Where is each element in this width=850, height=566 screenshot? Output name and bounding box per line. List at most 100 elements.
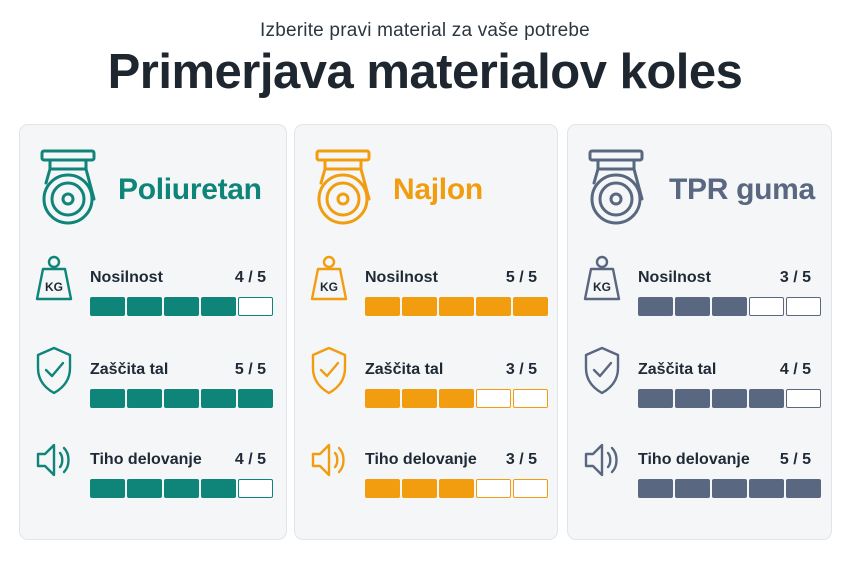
metric-score: 4 / 5 <box>779 361 811 378</box>
caster-wheel-icon <box>313 147 377 227</box>
rating-bar <box>365 297 548 317</box>
rating-segment-empty <box>476 389 511 408</box>
page-subtitle: Izberite pravi material za vaše potrebe <box>260 20 590 41</box>
metric-row: KG Nosilnost 5 / 5 <box>295 253 557 323</box>
rating-bar <box>365 479 548 499</box>
rating-segment-filled <box>164 297 199 316</box>
rating-bar <box>638 479 821 499</box>
rating-segment-filled <box>90 389 125 408</box>
rating-bar <box>638 389 821 409</box>
rating-segment-filled <box>402 297 437 316</box>
rating-segment-filled <box>712 297 747 316</box>
material-name: Najlon <box>393 173 483 206</box>
metric-row: Tiho delovanje 5 / 5 <box>568 435 831 505</box>
rating-segment-filled <box>638 297 673 316</box>
metric-score: 4 / 5 <box>234 451 266 468</box>
rating-segment-filled <box>238 389 273 408</box>
rating-segment-filled <box>164 389 199 408</box>
rating-bar <box>90 479 273 499</box>
material-card-2: TPR guma KG Nosilnost 3 / 5 Zaščita tal 4 / 5… <box>567 124 832 540</box>
shield-check-icon <box>309 345 349 395</box>
rating-segment-filled <box>638 389 673 408</box>
material-card-1: Najlon KG Nosilnost 5 / 5 Zaščita tal 3 / 5 Ti… <box>294 124 558 540</box>
rating-segment-filled <box>749 389 784 408</box>
material-name: TPR guma <box>669 173 815 206</box>
rating-segment-filled <box>712 479 747 498</box>
rating-segment-filled <box>201 479 236 498</box>
page-title: Primerjava materialov koles <box>107 45 743 99</box>
rating-segment-filled <box>786 479 821 498</box>
rating-segment-filled <box>638 479 673 498</box>
metric-score: 5 / 5 <box>505 269 537 286</box>
metric-label: Zaščita tal <box>638 361 717 378</box>
rating-segment-filled <box>127 389 162 408</box>
rating-bar <box>638 297 821 317</box>
rating-segment-empty <box>513 389 548 408</box>
rating-segment-filled <box>439 479 474 498</box>
rating-segment-filled <box>749 479 784 498</box>
kg-weight-icon: KG <box>34 253 74 303</box>
rating-segment-empty <box>786 297 821 316</box>
speaker-icon <box>582 435 622 485</box>
metric-score: 4 / 5 <box>234 269 266 286</box>
rating-segment-filled <box>127 297 162 316</box>
rating-segment-empty <box>476 479 511 498</box>
rating-segment-filled <box>439 389 474 408</box>
metric-score: 5 / 5 <box>234 361 266 378</box>
metric-row: Zaščita tal 4 / 5 <box>568 345 831 415</box>
rating-segment-filled <box>402 389 437 408</box>
material-name: Poliuretan <box>118 173 262 206</box>
rating-segment-filled <box>402 479 437 498</box>
rating-segment-filled <box>439 297 474 316</box>
metric-score: 3 / 5 <box>779 269 811 286</box>
metric-label: Zaščita tal <box>90 361 169 378</box>
rating-segment-filled <box>201 389 236 408</box>
svg-text:KG: KG <box>320 280 338 294</box>
metric-label: Tiho delovanje <box>90 451 202 468</box>
rating-bar <box>90 389 273 409</box>
rating-segment-filled <box>675 479 710 498</box>
shield-check-icon <box>34 345 74 395</box>
rating-segment-empty <box>786 389 821 408</box>
rating-segment-empty <box>749 297 784 316</box>
rating-bar <box>365 389 548 409</box>
metric-row: Tiho delovanje 3 / 5 <box>295 435 557 505</box>
metric-label: Zaščita tal <box>365 361 444 378</box>
rating-segment-filled <box>365 389 400 408</box>
metric-row: Tiho delovanje 4 / 5 <box>20 435 286 505</box>
metric-label: Tiho delovanje <box>365 451 477 468</box>
metric-row: Zaščita tal 5 / 5 <box>20 345 286 415</box>
rating-segment-filled <box>201 297 236 316</box>
metric-row: Zaščita tal 3 / 5 <box>295 345 557 415</box>
rating-segment-filled <box>90 297 125 316</box>
metric-row: KG Nosilnost 3 / 5 <box>568 253 831 323</box>
metric-score: 3 / 5 <box>505 451 537 468</box>
caster-wheel-icon <box>38 147 102 227</box>
rating-segment-filled <box>164 479 199 498</box>
metric-score: 5 / 5 <box>779 451 811 468</box>
rating-segment-filled <box>365 297 400 316</box>
metric-label: Nosilnost <box>90 269 163 286</box>
kg-weight-icon: KG <box>582 253 622 303</box>
caster-wheel-icon <box>586 147 650 227</box>
rating-segment-filled <box>675 389 710 408</box>
speaker-icon <box>309 435 349 485</box>
kg-weight-icon: KG <box>309 253 349 303</box>
rating-segment-filled <box>365 479 400 498</box>
rating-segment-filled <box>513 297 548 316</box>
shield-check-icon <box>582 345 622 395</box>
rating-segment-filled <box>675 297 710 316</box>
rating-segment-empty <box>238 479 273 498</box>
rating-segment-filled <box>90 479 125 498</box>
svg-text:KG: KG <box>45 280 63 294</box>
svg-text:KG: KG <box>593 280 611 294</box>
metric-label: Tiho delovanje <box>638 451 750 468</box>
metric-row: KG Nosilnost 4 / 5 <box>20 253 286 323</box>
metric-score: 3 / 5 <box>505 361 537 378</box>
metric-label: Nosilnost <box>365 269 438 286</box>
rating-segment-empty <box>513 479 548 498</box>
rating-segment-filled <box>127 479 162 498</box>
rating-segment-filled <box>476 297 511 316</box>
rating-segment-empty <box>238 297 273 316</box>
rating-bar <box>90 297 273 317</box>
